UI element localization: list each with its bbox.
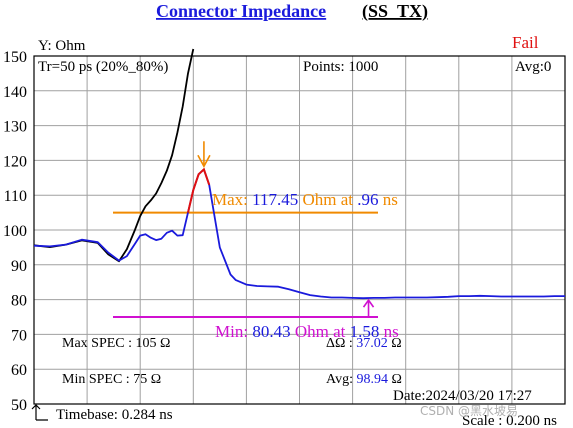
avg-label: Avg:: [326, 372, 356, 387]
rise-time-label: Tr=50 ps (20%_80%): [38, 59, 168, 75]
timebase-label: Timebase: 0.284 ns: [56, 407, 173, 423]
max-spec-text: Max SPEC : 105 Ω: [62, 336, 170, 351]
y-tick-label: 140: [3, 84, 27, 101]
y-tick-label: 90: [11, 258, 27, 275]
over-spec-segment: [187, 167, 211, 213]
y-tick-label: 120: [3, 153, 27, 170]
min-suffix: ns: [379, 322, 398, 341]
min-spec-text: Min SPEC : 75 Ω: [62, 372, 161, 387]
delta-unit: Ω: [388, 336, 402, 351]
delta-label: ΔΩ :: [326, 336, 356, 351]
fail-status: Fail: [512, 33, 539, 52]
points-label: Points: 1000: [303, 59, 378, 75]
delta-ohm-text: ΔΩ : 37.02 Ω: [326, 336, 402, 351]
max-suffix: ns: [379, 190, 398, 209]
y-tick-label: 150: [3, 49, 27, 66]
max-annotation: Max: 117.45 Ohm at .96 ns: [212, 190, 398, 209]
blue-impedance-curve: [33, 168, 565, 300]
watermark-text: CSDN @黑水坡易: [420, 404, 518, 418]
min-annotation: Min: 80.43 Ohm at 1.58 ns: [215, 322, 399, 341]
min-mid: Ohm at: [291, 322, 350, 341]
axis-corner-icon: [31, 404, 48, 421]
avg-ohm-text: Avg: 98.94 Ω: [326, 372, 402, 387]
y-tick-label: 70: [11, 327, 27, 344]
max-prefix: Max:: [212, 190, 252, 209]
y-tick-label: 100: [3, 223, 27, 240]
y-tick-label: 130: [3, 119, 27, 136]
max-marker-arrow: [197, 141, 211, 168]
plot-grid: [34, 56, 565, 404]
y-unit-label: Y: Ohm: [38, 38, 86, 54]
min-value: 80.43: [252, 322, 290, 341]
min-marker-arrow: [362, 298, 375, 317]
avg-count-label: Avg:0: [515, 59, 551, 75]
max-mid: Ohm at: [298, 190, 357, 209]
y-tick-label: 50: [11, 397, 27, 414]
black-impedance-curve: [33, 48, 195, 263]
avg-unit: Ω: [388, 372, 402, 387]
min-time: 1.58: [350, 322, 380, 341]
max-value: 117.45: [252, 190, 298, 209]
chart-title: Connector Impedance: [156, 1, 326, 21]
avg-value: 98.94: [356, 372, 388, 387]
chart-title-suffix: (SS_TX): [362, 1, 428, 22]
min-prefix: Min:: [215, 322, 252, 341]
impedance-curves: [33, 48, 565, 300]
y-tick-label: 60: [11, 362, 27, 379]
scale-label: Scale : 0.200 ns: [462, 413, 557, 428]
delta-value: 37.02: [356, 336, 388, 351]
y-tick-label: 80: [11, 293, 27, 310]
date-label: Date:2024/03/20 17:27: [393, 388, 532, 404]
y-tick-label: 110: [4, 188, 27, 205]
max-time: .96: [357, 190, 378, 209]
plot-frame: [33, 55, 566, 405]
y-tick-labels: 50 60 70 80 90 100 110 120 130 140 150: [3, 49, 27, 414]
